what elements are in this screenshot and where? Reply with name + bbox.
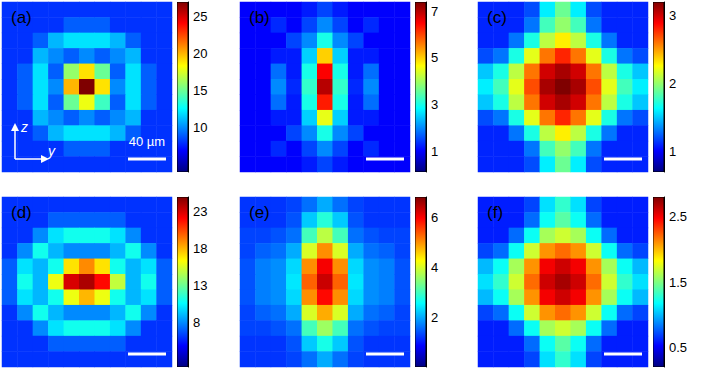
svg-text:4: 4 [431, 260, 438, 275]
svg-text:10: 10 [193, 120, 207, 135]
svg-text:8: 8 [193, 315, 200, 330]
svg-text:20: 20 [193, 46, 207, 61]
svg-text:2.5: 2.5 [669, 209, 687, 224]
svg-text:(d): (d) [11, 203, 32, 222]
svg-text:13: 13 [193, 278, 207, 293]
svg-text:y: y [47, 143, 56, 159]
svg-text:40 µm: 40 µm [129, 134, 165, 149]
svg-text:25: 25 [193, 9, 207, 24]
svg-text:0.5: 0.5 [669, 340, 687, 355]
svg-text:(f): (f) [487, 203, 503, 222]
svg-text:(a): (a) [11, 8, 32, 27]
svg-text:1: 1 [431, 144, 438, 159]
svg-text:3: 3 [669, 8, 676, 23]
svg-text:5: 5 [431, 50, 438, 65]
svg-text:(e): (e) [249, 203, 270, 222]
svg-text:1: 1 [669, 144, 676, 159]
svg-text:z: z [20, 119, 28, 135]
svg-text:15: 15 [193, 83, 207, 98]
svg-text:23: 23 [193, 204, 207, 219]
svg-text:6: 6 [431, 210, 438, 225]
svg-text:(c): (c) [487, 8, 507, 27]
svg-text:2: 2 [669, 76, 676, 91]
svg-text:18: 18 [193, 241, 207, 256]
svg-text:3: 3 [431, 97, 438, 112]
svg-text:(b): (b) [249, 8, 270, 27]
svg-text:1.5: 1.5 [669, 275, 687, 290]
svg-text:7: 7 [431, 4, 438, 19]
svg-text:2: 2 [431, 310, 438, 325]
